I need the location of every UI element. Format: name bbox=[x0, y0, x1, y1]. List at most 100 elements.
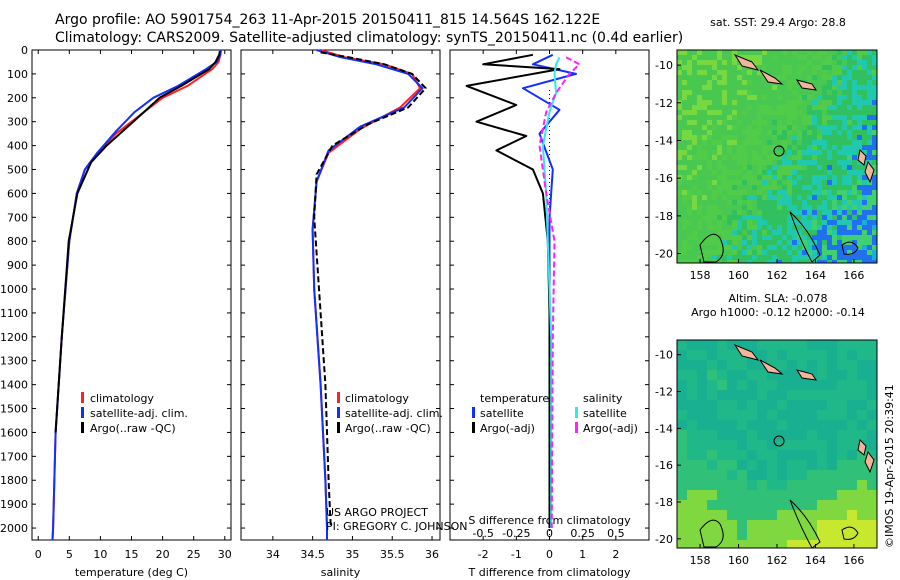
map-cell bbox=[762, 125, 768, 131]
map-cell bbox=[857, 85, 863, 91]
map-cell bbox=[707, 360, 718, 371]
map-cell bbox=[687, 140, 693, 146]
map-cell bbox=[677, 105, 683, 111]
map-cell bbox=[827, 75, 833, 81]
map-cell bbox=[702, 100, 708, 106]
map-cell bbox=[762, 240, 768, 246]
map-cell bbox=[772, 235, 778, 241]
map-cell bbox=[857, 115, 863, 121]
map-cell bbox=[807, 165, 813, 171]
map-cell bbox=[812, 145, 818, 151]
map-cell bbox=[692, 155, 698, 161]
map-cell bbox=[827, 190, 833, 196]
map-cell bbox=[702, 95, 708, 101]
map-cell bbox=[747, 420, 758, 431]
map-cell bbox=[722, 165, 728, 171]
map-cell bbox=[782, 70, 788, 76]
map-cell bbox=[762, 135, 768, 141]
map-cell bbox=[842, 75, 848, 81]
map-cell bbox=[777, 245, 783, 251]
map-cell bbox=[717, 75, 723, 81]
map-cell bbox=[857, 530, 868, 541]
map-cell bbox=[677, 510, 688, 521]
map-cell bbox=[697, 110, 703, 116]
map-cell bbox=[677, 65, 683, 71]
map-cell bbox=[757, 60, 763, 66]
map-cell bbox=[722, 95, 728, 101]
map-cell bbox=[787, 50, 793, 56]
map-cell bbox=[812, 130, 818, 136]
map-cell bbox=[842, 90, 848, 96]
map-cell bbox=[777, 125, 783, 131]
map-cell bbox=[842, 215, 848, 221]
y-tick-label: 100 bbox=[7, 68, 28, 81]
map-cell bbox=[787, 155, 793, 161]
map-cell bbox=[812, 50, 818, 56]
map-cell bbox=[802, 190, 808, 196]
map-cell bbox=[727, 80, 733, 86]
sla-map-title-line1: Altim. SLA: -0.078 bbox=[728, 292, 827, 305]
map-cell bbox=[837, 60, 843, 66]
sla-map-title-line2: Argo h1000: -0.12 h2000: -0.14 bbox=[691, 306, 865, 319]
map-cell bbox=[842, 255, 848, 261]
map-cell bbox=[702, 160, 708, 166]
map-cell bbox=[817, 70, 823, 76]
map-cell bbox=[867, 205, 873, 211]
map-cell bbox=[692, 240, 698, 246]
map-cell bbox=[777, 470, 788, 481]
map-cell bbox=[722, 245, 728, 251]
map-cell bbox=[737, 165, 743, 171]
map-cell bbox=[697, 430, 708, 441]
map-cell bbox=[837, 125, 843, 131]
map-cell bbox=[747, 195, 753, 201]
map-cell bbox=[767, 130, 773, 136]
map-cell bbox=[707, 380, 718, 391]
map-cell bbox=[827, 245, 833, 251]
map-cell bbox=[727, 220, 733, 226]
map-cell bbox=[752, 100, 758, 106]
map-cell bbox=[837, 420, 848, 431]
map-x-tick-label: 166 bbox=[843, 269, 864, 282]
map-cell bbox=[822, 155, 828, 161]
map-cell bbox=[837, 235, 843, 241]
map-cell bbox=[832, 195, 838, 201]
map-cell bbox=[787, 65, 793, 71]
imos-stamp: ©IMOS 19-Apr-2015 20:39:41 bbox=[883, 384, 896, 548]
map-cell bbox=[802, 130, 808, 136]
map-cell bbox=[872, 210, 877, 216]
map-cell bbox=[837, 340, 848, 351]
map-cell bbox=[767, 420, 778, 431]
map-cell bbox=[717, 510, 728, 521]
map-cell bbox=[767, 200, 773, 206]
map-cell bbox=[727, 105, 733, 111]
map-cell bbox=[677, 230, 683, 236]
map-cell bbox=[717, 120, 723, 126]
map-cell bbox=[677, 540, 688, 548]
y-tick-label: 1200 bbox=[0, 331, 28, 344]
map-cell bbox=[867, 260, 873, 263]
x-tick-label: -1 bbox=[511, 548, 522, 561]
map-cell bbox=[827, 165, 833, 171]
map-cell bbox=[867, 430, 877, 441]
map-cell bbox=[712, 135, 718, 141]
map-cell bbox=[697, 390, 708, 401]
map-cell bbox=[847, 350, 858, 361]
map-cell bbox=[767, 70, 773, 76]
map-cell bbox=[707, 470, 718, 481]
map-cell bbox=[737, 410, 748, 421]
map-cell bbox=[682, 215, 688, 221]
map-cell bbox=[862, 195, 868, 201]
map-cell bbox=[692, 75, 698, 81]
map-cell bbox=[772, 100, 778, 106]
map-cell bbox=[752, 70, 758, 76]
map-cell bbox=[767, 460, 778, 471]
map-cell bbox=[682, 75, 688, 81]
map-cell bbox=[817, 95, 823, 101]
map-cell bbox=[847, 520, 858, 531]
map-cell bbox=[692, 210, 698, 216]
map-cell bbox=[822, 165, 828, 171]
map-cell bbox=[772, 115, 778, 121]
map-cell bbox=[797, 255, 803, 261]
map-cell bbox=[807, 185, 813, 191]
